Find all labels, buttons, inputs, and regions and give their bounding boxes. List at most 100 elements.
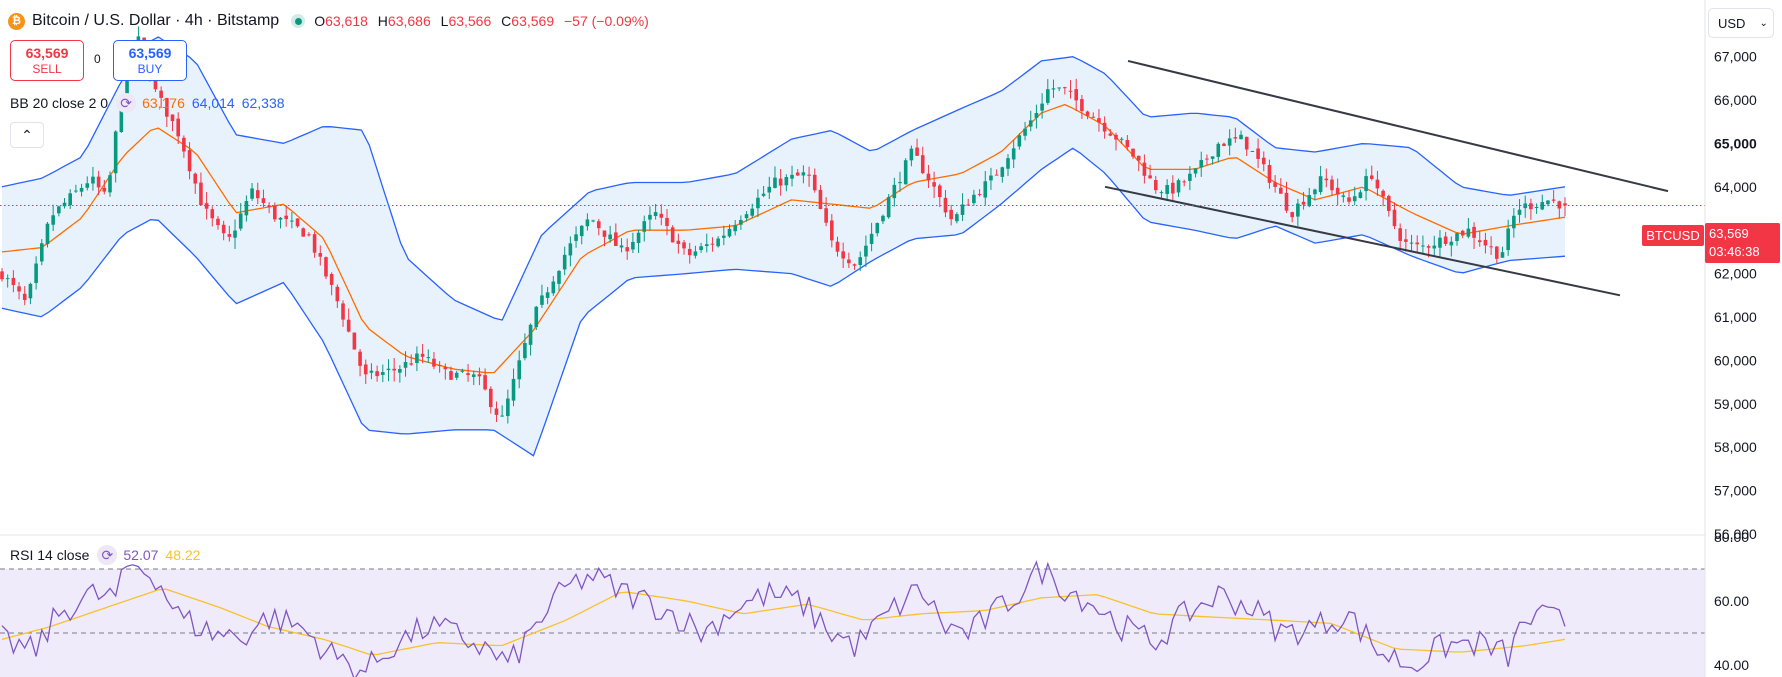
- candle: [1171, 175, 1175, 202]
- candle: [170, 114, 175, 132]
- candle-body: [830, 220, 834, 241]
- price-tick-label: 64,000: [1714, 179, 1757, 195]
- candle-body: [778, 178, 783, 186]
- candle: [886, 194, 891, 219]
- candle: [250, 182, 254, 201]
- candle-body: [1324, 178, 1329, 181]
- candle: [1466, 217, 1471, 239]
- candle-body: [1551, 199, 1556, 201]
- candle-body: [1563, 203, 1567, 206]
- price-axis[interactable]: 56,000 57,000 58,000 59,000 60,000 61,000 62,0…: [1704, 0, 1782, 677]
- candle: [841, 242, 845, 268]
- candle-body: [1182, 181, 1186, 183]
- candle: [420, 344, 425, 364]
- candle: [1335, 178, 1340, 206]
- chevron-up-icon[interactable]: ⌃: [10, 122, 44, 148]
- candle-body: [113, 131, 118, 174]
- candle: [1551, 190, 1556, 204]
- candle-body: [1261, 157, 1266, 165]
- bb-lower-value: 62,338: [241, 95, 285, 111]
- candle-body: [199, 182, 203, 206]
- price-tick-label: 67,000: [1714, 49, 1757, 65]
- candle-body: [1114, 134, 1118, 140]
- candle-body: [875, 223, 880, 234]
- candle: [1546, 200, 1550, 207]
- candle-body: [1449, 241, 1454, 246]
- bb-basis-value: 63,176: [142, 95, 185, 111]
- candle-body: [579, 225, 584, 237]
- candle-body: [750, 208, 755, 216]
- spread-value: 0: [94, 52, 101, 66]
- candle-body: [182, 137, 186, 152]
- rsi-legend[interactable]: RSI 14 close ⟳ 52.07 48.22: [10, 545, 200, 565]
- candle: [1011, 140, 1016, 168]
- candle-body: [1165, 184, 1169, 194]
- candle-body: [1267, 164, 1272, 183]
- close-value: 63,569: [511, 13, 555, 29]
- symbol-title[interactable]: Bitcoin / U.S. Dollar · 4h · Bitstamp: [32, 12, 280, 29]
- price-pane: [0, 26, 1782, 536]
- bb-legend[interactable]: BB 20 close 2 0 ⟳ 63,176 64,014 62,338: [10, 93, 285, 113]
- candle-body: [1057, 87, 1061, 89]
- candle-body: [238, 213, 243, 229]
- candle-body: [602, 230, 607, 237]
- channel-trendline-1: [1127, 59, 1669, 193]
- buy-label: BUY: [137, 62, 163, 76]
- candle: [614, 223, 618, 247]
- candle-body: [1307, 195, 1312, 207]
- candle-body: [62, 202, 67, 207]
- candle: [733, 220, 737, 236]
- currency-select[interactable]: USD ⌄: [1708, 8, 1774, 38]
- candle: [1443, 231, 1448, 247]
- candle-body: [1045, 89, 1050, 103]
- candle: [1205, 154, 1209, 166]
- candle-body: [989, 175, 993, 181]
- candle-body: [932, 182, 936, 187]
- candle-body: [562, 254, 567, 270]
- candle: [193, 172, 198, 194]
- refresh-icon[interactable]: ⟳: [116, 93, 137, 113]
- candle-body: [1273, 182, 1277, 187]
- candle: [1449, 236, 1454, 257]
- candle-body: [494, 408, 499, 415]
- candle: [784, 174, 789, 192]
- buy-button[interactable]: 63,569 BUY: [113, 40, 187, 81]
- candle: [551, 276, 556, 296]
- candle: [1330, 175, 1334, 197]
- candle: [579, 225, 584, 245]
- rsi-label[interactable]: RSI 14 close: [10, 547, 90, 563]
- candle-body: [812, 174, 817, 191]
- candle-body: [557, 271, 561, 284]
- bitcoin-icon[interactable]: ₿: [8, 12, 25, 30]
- candle-body: [534, 306, 539, 328]
- price-tick-label: 66,000: [1714, 92, 1757, 108]
- candle: [1000, 166, 1005, 183]
- candle: [28, 282, 33, 305]
- candle: [1460, 229, 1465, 239]
- candle-body: [1034, 112, 1039, 118]
- candle: [1142, 154, 1147, 184]
- candle-body: [1250, 150, 1255, 152]
- candle: [778, 168, 783, 196]
- candle: [1034, 104, 1039, 129]
- candle-body: [324, 257, 328, 277]
- refresh-icon[interactable]: ⟳: [97, 545, 118, 565]
- bb-label[interactable]: BB 20 close 2 0: [10, 95, 109, 111]
- candle-body: [1205, 158, 1209, 160]
- candle: [1273, 175, 1277, 193]
- candle-body: [773, 177, 777, 188]
- candle-body: [392, 368, 396, 371]
- candle: [494, 401, 499, 423]
- price-tick-label: 61,000: [1714, 309, 1757, 325]
- candle: [1136, 155, 1141, 172]
- sell-button[interactable]: 63,569 SELL: [10, 40, 84, 81]
- candle-body: [1517, 209, 1522, 215]
- candle: [301, 227, 306, 237]
- market-status-icon[interactable]: [291, 14, 306, 28]
- candle: [238, 203, 243, 231]
- candle-body: [1472, 226, 1476, 238]
- candle: [1494, 245, 1499, 265]
- candle-body: [22, 293, 27, 300]
